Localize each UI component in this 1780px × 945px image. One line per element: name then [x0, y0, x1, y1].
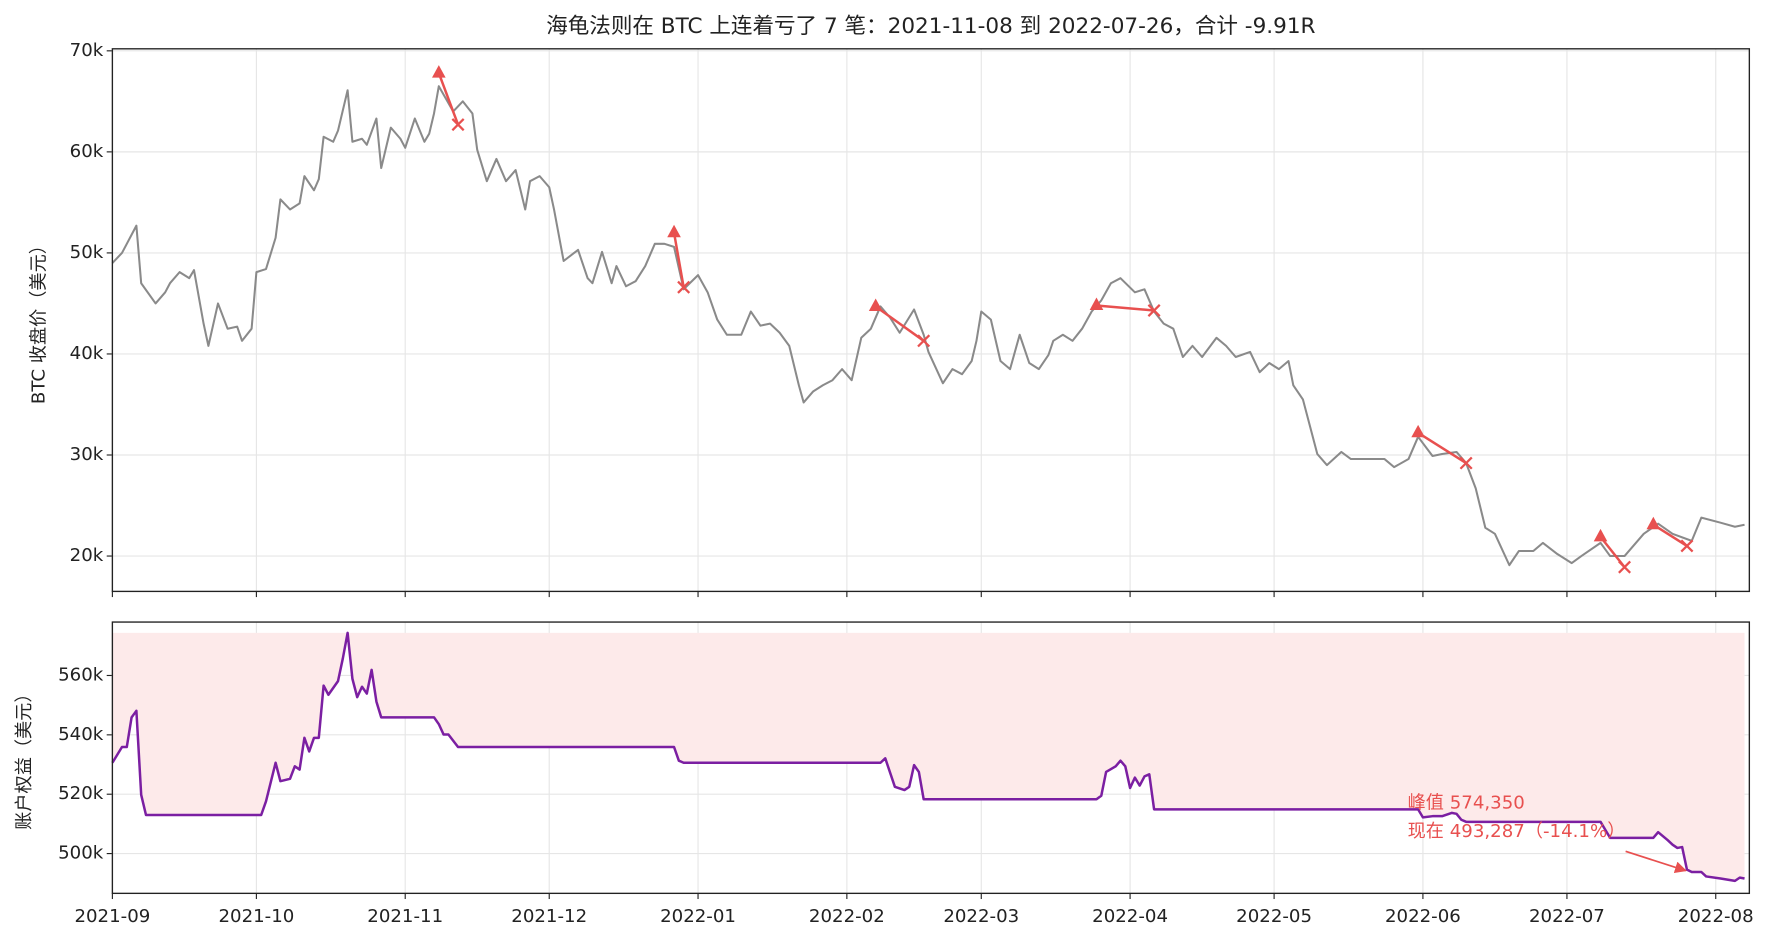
y-tick-label: 20k — [70, 545, 104, 566]
drawdown-area — [112, 632, 1745, 881]
exit-marker — [1459, 456, 1473, 470]
trade-line — [672, 232, 685, 288]
annotation-arrow — [1625, 850, 1687, 874]
plot-frame — [111, 621, 1751, 895]
x-tick-label: 2021-09 — [74, 906, 150, 927]
annotation: 峰值 574,350 — [1408, 793, 1525, 814]
y-tick-label: 40k — [70, 343, 104, 364]
y-tick-label: 60k — [70, 141, 104, 162]
x-tick-label: 2021-12 — [511, 906, 587, 927]
entry-marker — [1646, 516, 1661, 530]
entry-marker — [1593, 528, 1608, 542]
exit-marker — [1680, 539, 1694, 553]
y-tick-label: 500k — [58, 843, 104, 864]
y-axis-label: 账户权益（美元） — [14, 685, 35, 830]
entry-marker — [667, 224, 681, 238]
trade-line — [874, 305, 925, 342]
y-axis-label: BTC 收盘价（美元） — [29, 236, 50, 404]
exit-marker — [917, 334, 931, 348]
x-tick-label: 2022-02 — [809, 906, 885, 927]
x-tick-label: 2022-05 — [1236, 906, 1312, 927]
chart-title: 海龟法则在 BTC 上连着亏了 7 笔：2021-11-08 到 2022-07… — [546, 14, 1315, 39]
x-tick-label: 2022-03 — [943, 906, 1019, 927]
trade-line — [437, 72, 460, 126]
x-tick-label: 2022-06 — [1385, 906, 1461, 927]
entry-marker — [432, 65, 446, 78]
exit-marker — [1147, 304, 1161, 317]
y-tick-label: 520k — [58, 783, 104, 804]
y-tick-label: 30k — [70, 444, 104, 465]
x-tick-label: 2022-08 — [1678, 906, 1754, 927]
trade-line — [1096, 304, 1155, 312]
x-tick-label: 2021-10 — [218, 906, 294, 927]
exit-marker — [677, 280, 691, 294]
x-tick-label: 2022-07 — [1529, 906, 1605, 927]
series-line — [111, 85, 1745, 567]
entry-marker — [1089, 297, 1104, 310]
y-tick-label: 540k — [58, 724, 104, 745]
x-tick-label: 2022-01 — [660, 906, 736, 927]
y-tick-label: 70k — [70, 40, 104, 61]
exit-marker — [451, 118, 465, 132]
trade-line — [1417, 431, 1467, 465]
entry-marker — [868, 298, 883, 312]
series-line — [111, 631, 1745, 883]
annotation: 现在 493,287（-14.1%） — [1408, 821, 1626, 842]
plot-frame — [111, 48, 1751, 593]
x-tick-label: 2021-11 — [367, 906, 443, 927]
y-tick-label: 50k — [70, 242, 104, 263]
x-tick-label: 2022-04 — [1092, 906, 1168, 927]
exit-marker — [1618, 560, 1632, 574]
y-tick-label: 560k — [58, 664, 104, 685]
entry-marker — [1411, 424, 1425, 438]
